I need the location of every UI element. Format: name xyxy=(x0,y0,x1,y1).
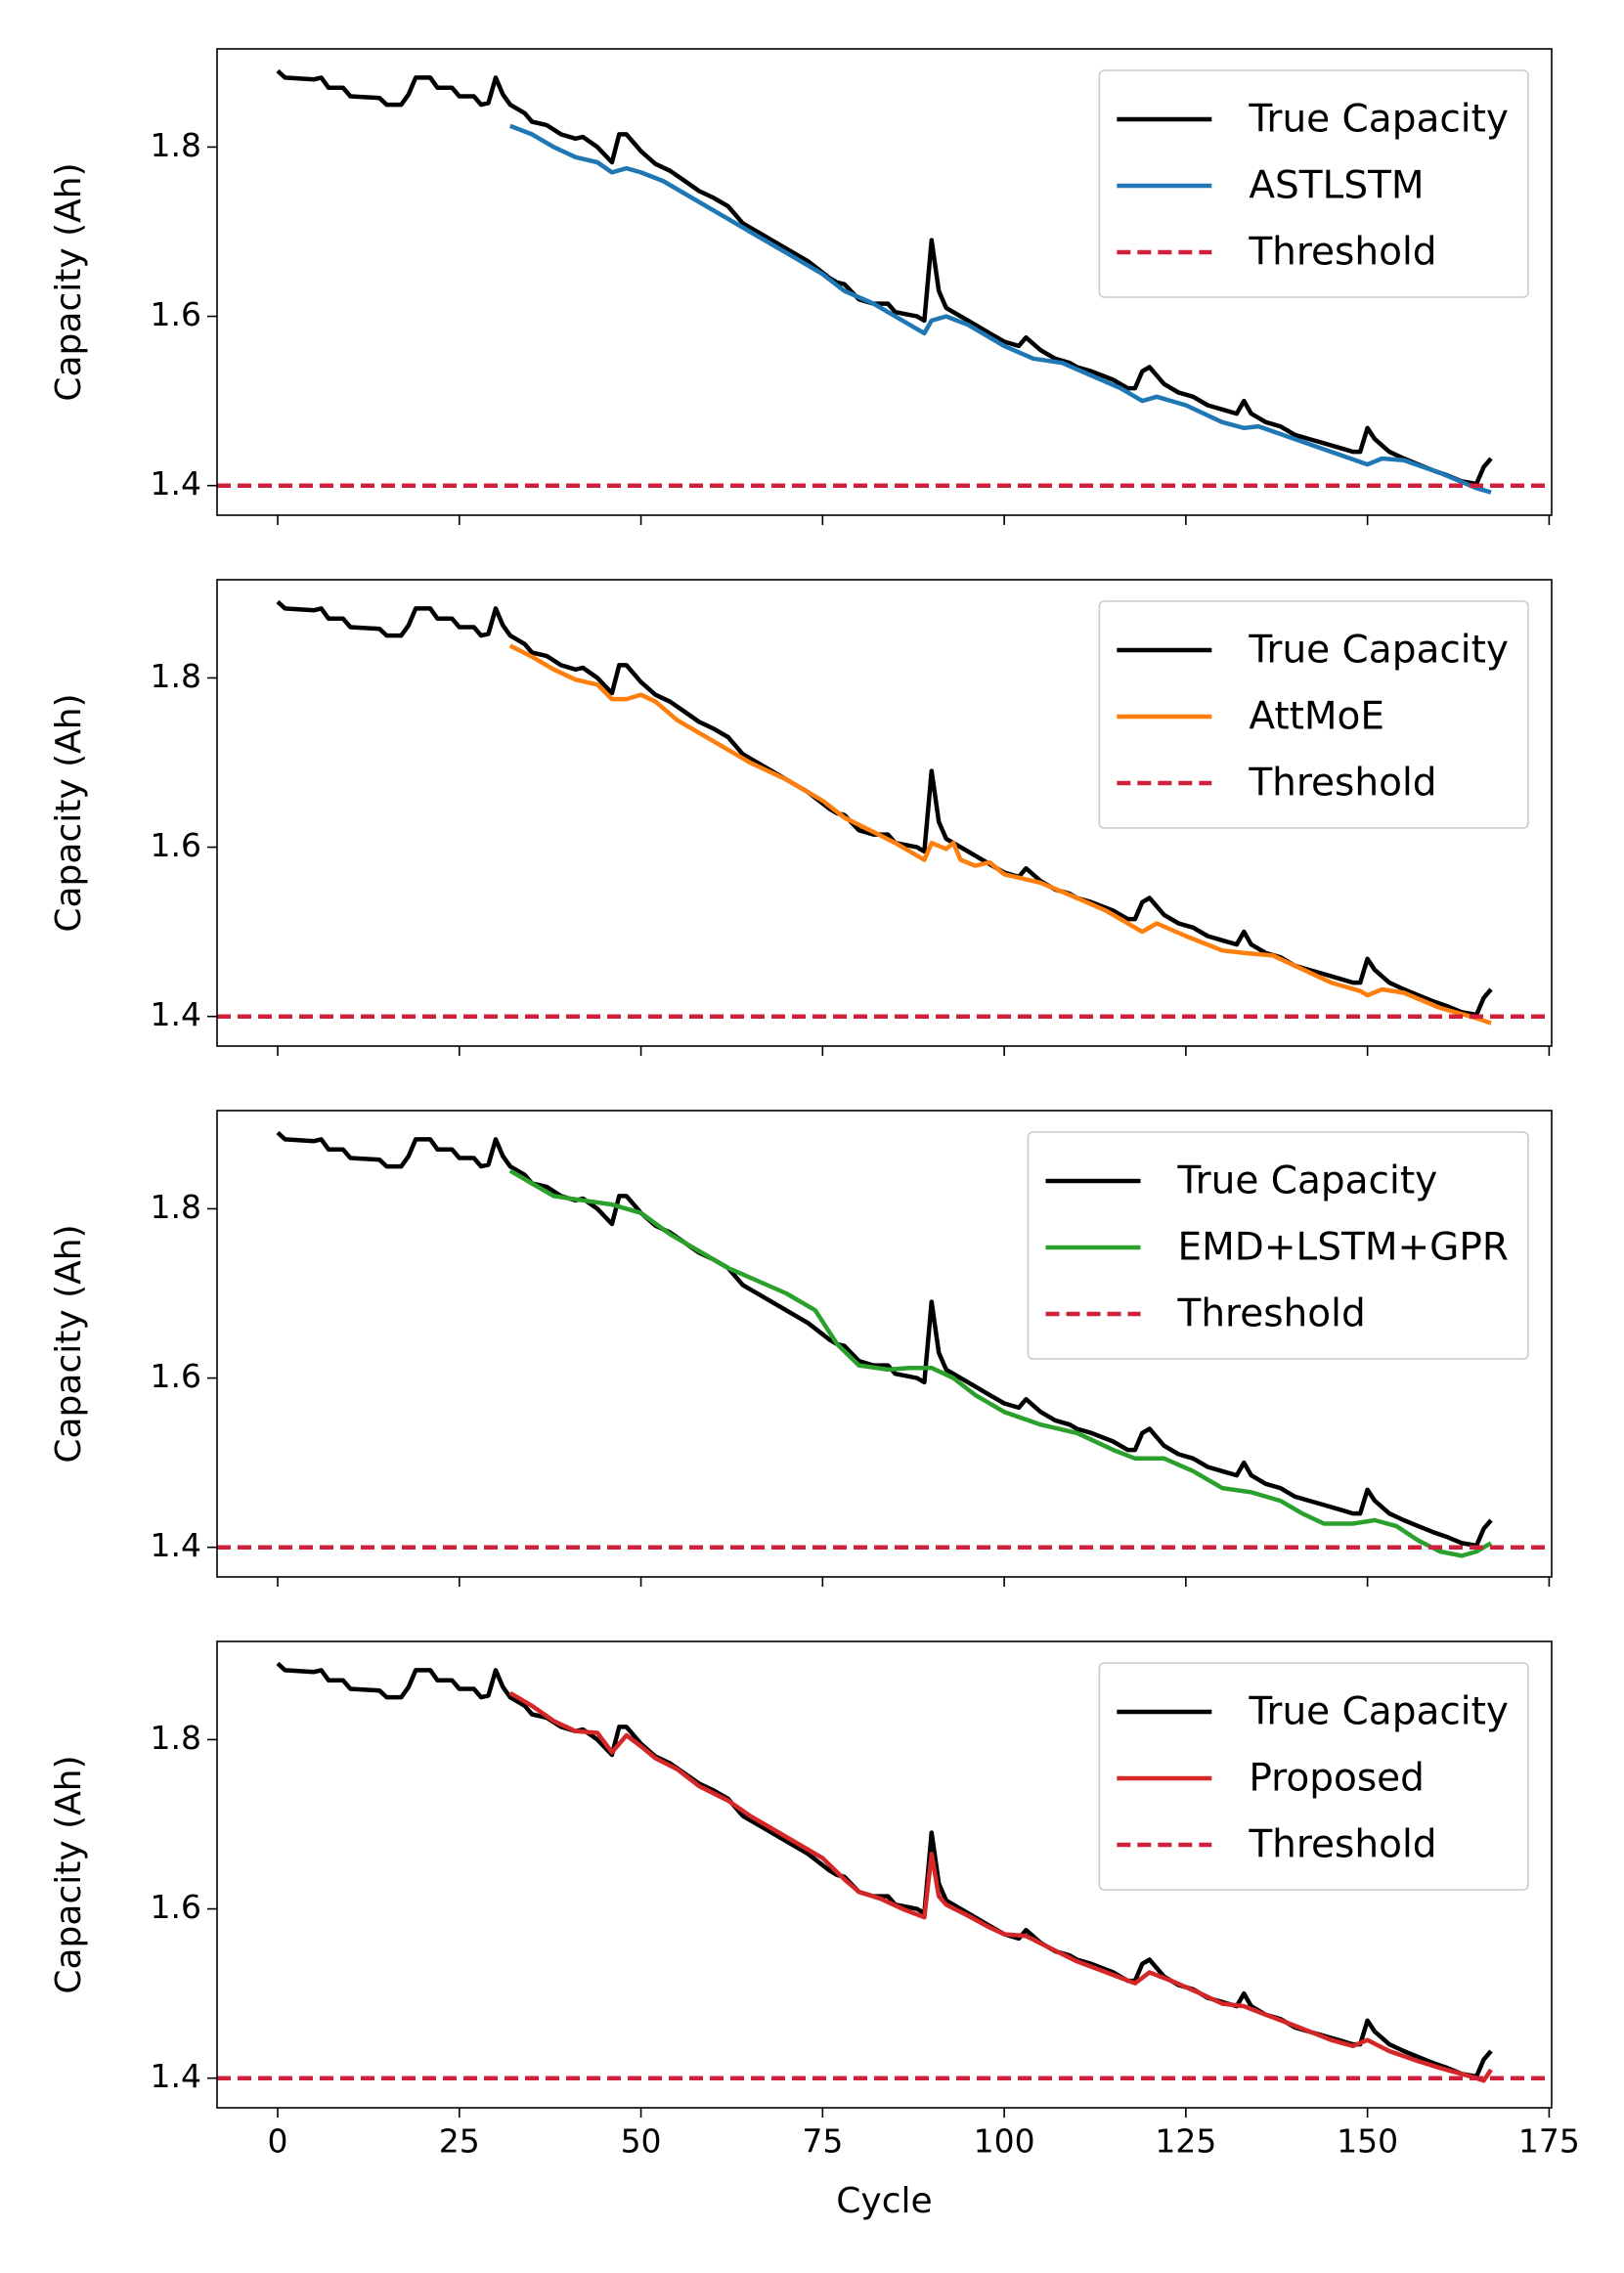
legend-label: Proposed xyxy=(1249,1757,1425,1801)
y-tick-label: 1.6 xyxy=(151,295,201,333)
x-tick-label: 50 xyxy=(621,2122,662,2161)
y-tick-label: 1.6 xyxy=(151,1888,201,1926)
subplot: 1.4 1.6 1.8 Capacity (Ah) True Capacity ASTLS… xyxy=(49,48,1553,525)
legend-box xyxy=(1098,1662,1529,1891)
subplot: 1.4 1.6 1.8 0 25 50 75 100 125 150 175 Capacity (Ah… xyxy=(49,1640,1580,2221)
legend: True Capacity EMD+LSTM+GPR Threshold xyxy=(1027,1131,1529,1360)
legend: True Capacity AttMoE Threshold xyxy=(1098,600,1529,829)
y-tick-label: 1.6 xyxy=(151,1357,201,1395)
legend-label: True Capacity xyxy=(1248,1690,1509,1734)
legend-label: EMD+LSTM+GPR xyxy=(1178,1226,1509,1270)
y-tick-label: 1.4 xyxy=(151,995,201,1033)
subplot: 1.4 1.6 1.8 Capacity (Ah) True Capacity AttMo… xyxy=(49,579,1553,1056)
legend: True Capacity ASTLSTM Threshold xyxy=(1098,69,1529,298)
x-tick-label: 175 xyxy=(1518,2122,1580,2161)
legend-label: True Capacity xyxy=(1248,629,1509,673)
y-tick-label: 1.4 xyxy=(151,464,201,503)
legend-box xyxy=(1098,69,1529,298)
y-axis-label: Capacity (Ah) xyxy=(49,693,89,932)
y-axis-label: Capacity (Ah) xyxy=(49,1224,89,1463)
plot-area xyxy=(217,599,1552,1026)
subplot: 1.4 1.6 1.8 Capacity (Ah) True Capacity EMD+L… xyxy=(49,1110,1553,1587)
series-line xyxy=(508,643,1492,1026)
legend-box xyxy=(1027,1131,1529,1360)
x-tick-label: 75 xyxy=(802,2122,843,2161)
x-tick-label: 100 xyxy=(974,2122,1035,2161)
series-line xyxy=(276,1130,1493,1549)
plot-area xyxy=(217,1661,1552,2083)
y-tick-label: 1.6 xyxy=(151,826,201,864)
legend-label: Threshold xyxy=(1248,762,1436,806)
legend-label: Threshold xyxy=(1248,1823,1436,1867)
x-tick-label: 0 xyxy=(268,2122,288,2161)
y-axis-label: Capacity (Ah) xyxy=(49,1755,89,1993)
x-axis-label: Cycle xyxy=(836,2181,932,2221)
y-tick-label: 1.8 xyxy=(151,1188,201,1226)
legend-label: True Capacity xyxy=(1248,98,1509,142)
series-line xyxy=(508,1690,1493,2083)
legend-label: ASTLSTM xyxy=(1249,164,1424,208)
y-tick-label: 1.8 xyxy=(151,126,201,164)
series-line xyxy=(508,123,1492,495)
y-tick-label: 1.8 xyxy=(151,1719,201,1757)
series-line xyxy=(508,1168,1493,1558)
legend-label: Threshold xyxy=(1177,1292,1366,1336)
legend-box xyxy=(1098,600,1529,829)
axes-frame xyxy=(216,1640,1553,2109)
y-tick-label: 1.4 xyxy=(151,2057,201,2095)
y-axis-label: Capacity (Ah) xyxy=(49,162,89,401)
legend-label: AttMoE xyxy=(1249,695,1384,739)
x-tick-label: 150 xyxy=(1337,2122,1398,2161)
axes-frame xyxy=(216,48,1553,516)
series-line xyxy=(276,68,1493,487)
axes-frame xyxy=(216,579,1553,1047)
y-tick-label: 1.4 xyxy=(151,1526,201,1564)
axes-frame xyxy=(216,1110,1553,1578)
legend: True Capacity Proposed Threshold xyxy=(1098,1662,1529,1891)
legend-label: Threshold xyxy=(1248,231,1436,275)
x-tick-label: 25 xyxy=(439,2122,480,2161)
x-tick-label: 125 xyxy=(1155,2122,1216,2161)
plot-area xyxy=(217,68,1552,495)
y-tick-label: 1.8 xyxy=(151,657,201,695)
legend-label: True Capacity xyxy=(1177,1159,1438,1203)
plot-area xyxy=(217,1130,1552,1558)
